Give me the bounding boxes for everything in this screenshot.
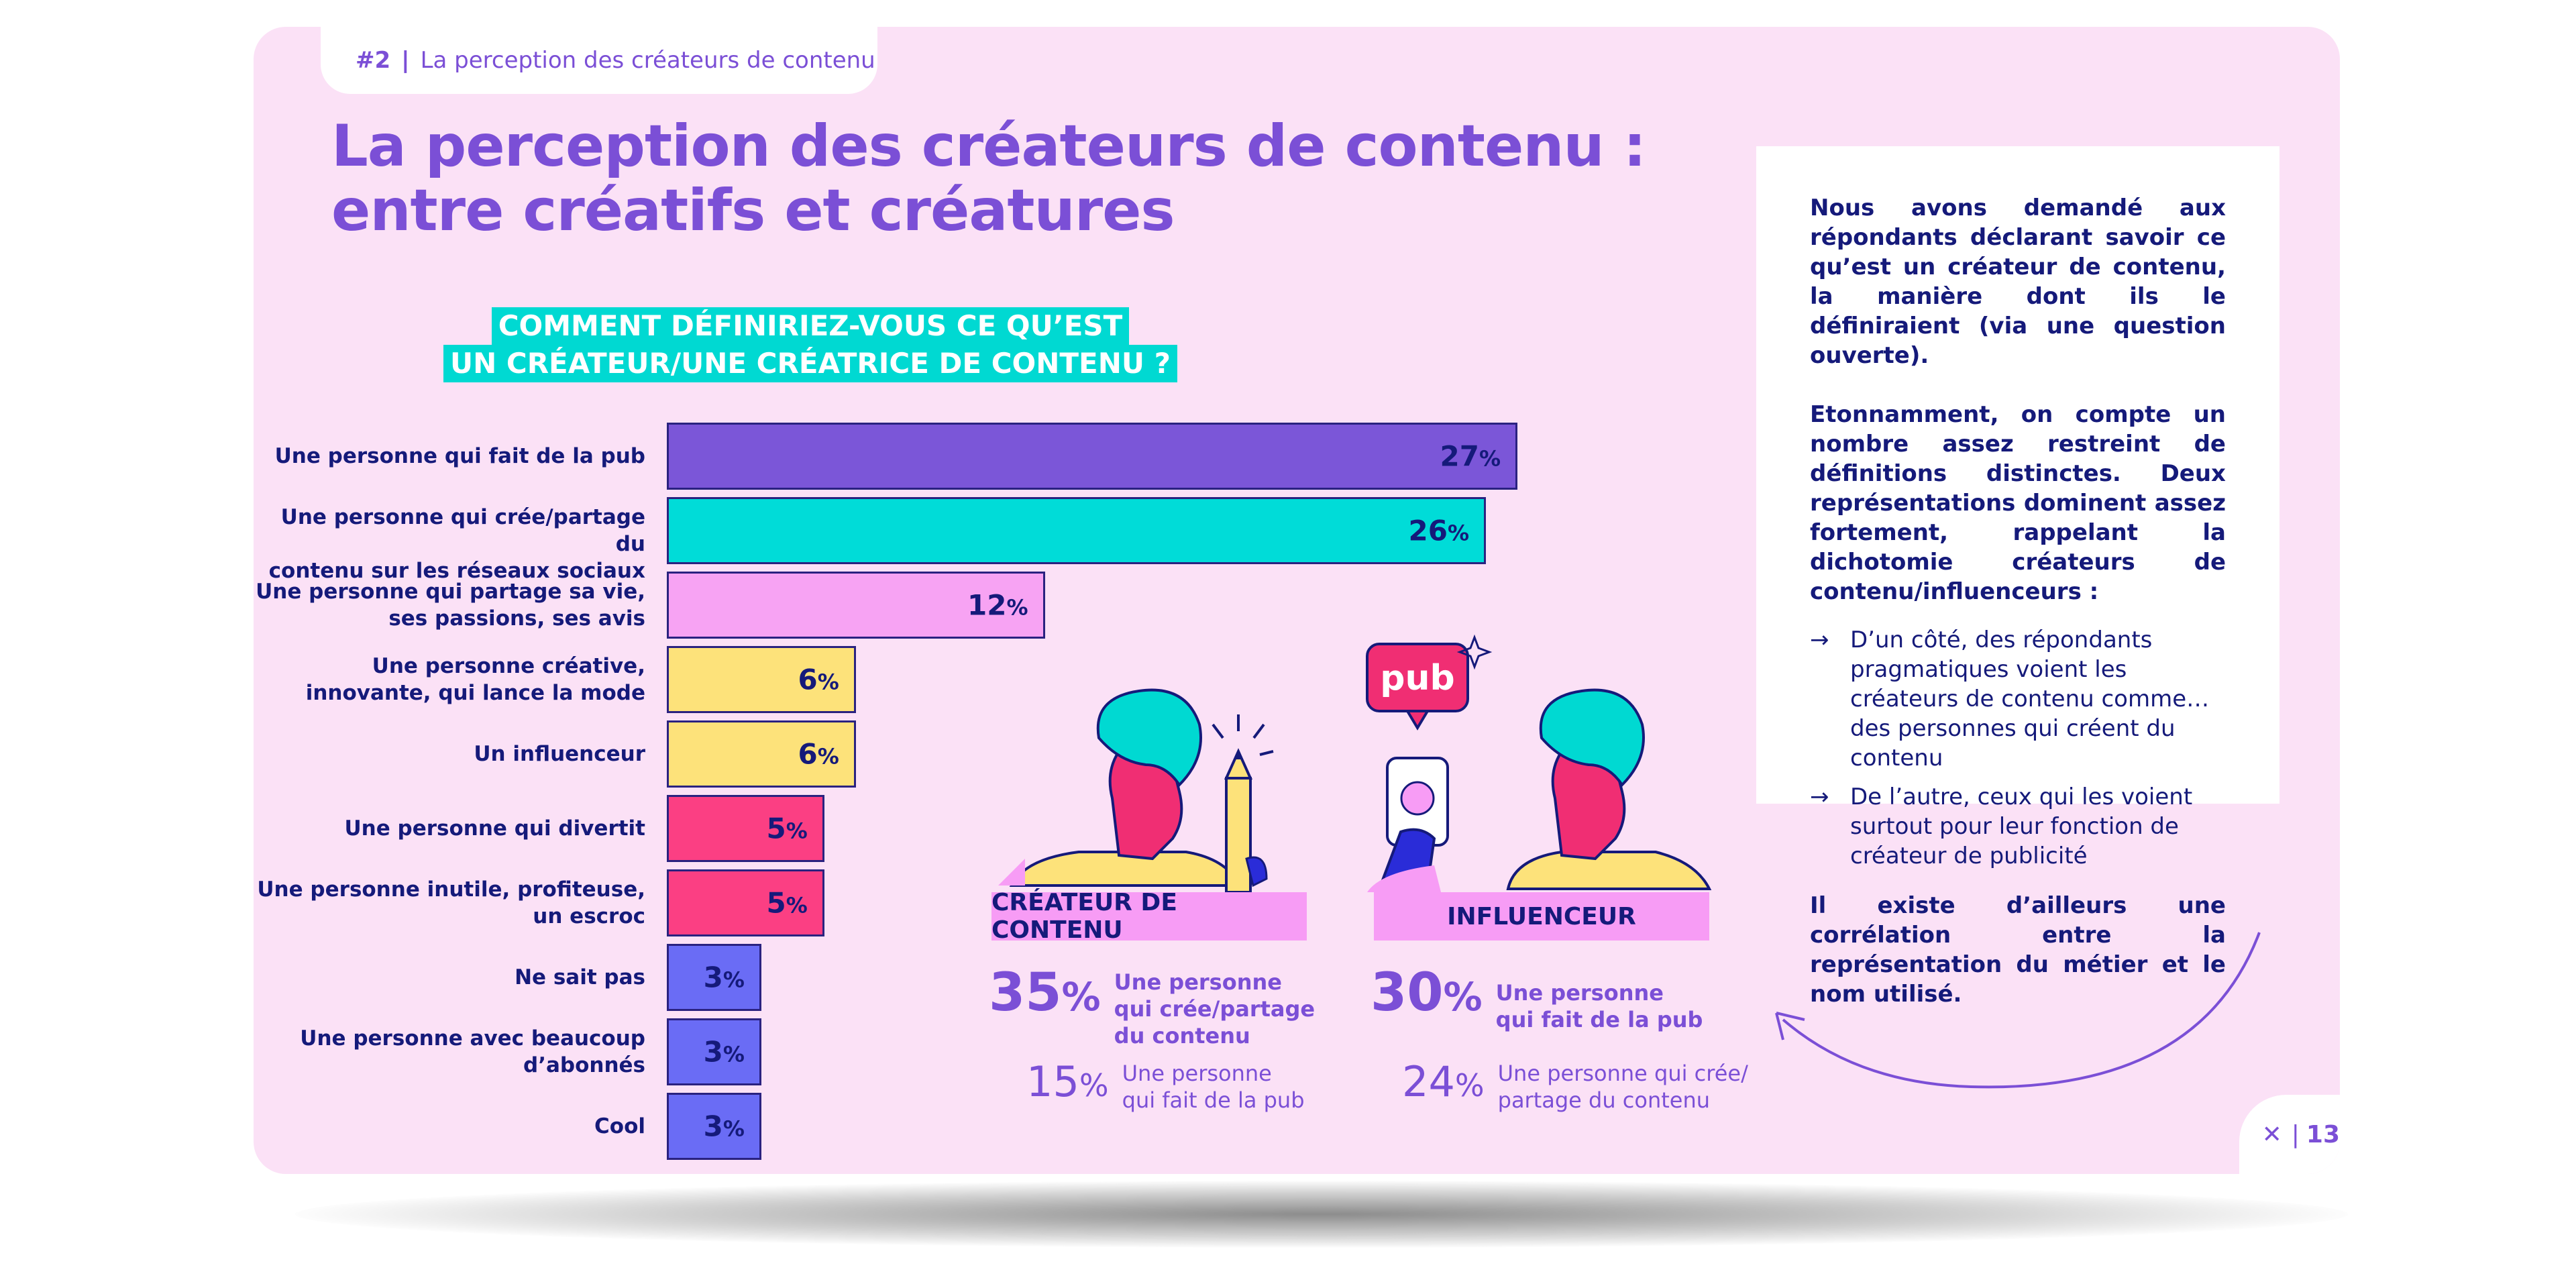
bar-label: Un influenceur xyxy=(474,742,645,766)
bar: 5% xyxy=(667,795,824,862)
title-line-2: entre créatifs et créatures xyxy=(331,177,1175,244)
question-line-2: UN CRÉATEUR/UNE CRÉATRICE DE CONTENU ? xyxy=(443,345,1177,382)
title-line-1: La perception des créateurs de contenu : xyxy=(331,113,1646,180)
creator-main-stat: 35% Une personne qui crée/partage du con… xyxy=(989,966,1315,1049)
explanation-list: → D’un côté, des répondants pragmatiques… xyxy=(1810,625,2226,871)
explanation-para-3: Il existe d’ailleurs une corrélation ent… xyxy=(1810,892,2226,1008)
bar: 6% xyxy=(667,720,856,788)
page-shadow xyxy=(295,1181,2348,1248)
bar-value-label: 12% xyxy=(967,588,1028,622)
question-line-1: COMMENT DÉFINIRIEZ-VOUS CE QU’EST xyxy=(491,307,1130,345)
page-separator: | xyxy=(2291,1120,2300,1148)
bar: 26% xyxy=(667,497,1487,564)
bar: 5% xyxy=(667,869,824,936)
influencer-main-stat: 30% Une personne qui fait de la pub xyxy=(1371,966,1703,1033)
bar-value-label: 26% xyxy=(1408,514,1470,547)
explanation-bullet-1: → D’un côté, des répondants pragmatiques… xyxy=(1810,627,2210,771)
influencer-illustration: pub xyxy=(1366,634,1712,892)
influencer-main-value: 30% xyxy=(1371,963,1483,1023)
chart-question: COMMENT DÉFINIRIEZ-VOUS CE QU’EST UN CRÉ… xyxy=(388,307,1233,382)
page-card: #2 | La perception des créateurs de cont… xyxy=(254,27,2340,1174)
influencer-secondary-stat: 24% Une personne qui crée/ partage du co… xyxy=(1402,1060,1748,1114)
bar-label: Une personne qui divertit xyxy=(344,816,645,841)
bar-label: Une personne inutile, profiteuse, un escr… xyxy=(257,877,645,928)
explanation-para-1: Nous avons demandé aux répondants déclar… xyxy=(1810,195,2226,369)
influencer-secondary-value: 24% xyxy=(1402,1057,1485,1106)
creator-secondary-value: 15% xyxy=(1026,1057,1109,1106)
bar: 12% xyxy=(667,572,1045,639)
bar-value-label: 3% xyxy=(703,1110,745,1143)
section-tab: #2 | La perception des créateurs de cont… xyxy=(321,27,877,94)
creator-main-value: 35% xyxy=(989,963,1101,1023)
creator-main-text: Une personne qui crée/partage du contenu xyxy=(1114,969,1316,1049)
influencer-label: INFLUENCEUR xyxy=(1374,892,1709,941)
explanation-box: Nous avons demandé aux répondants déclar… xyxy=(1756,146,2279,1008)
arrow-right-icon: → xyxy=(1810,627,1829,653)
bar: 6% xyxy=(667,646,856,713)
bar-value-label: 3% xyxy=(703,961,745,994)
bar: 3% xyxy=(667,944,761,1011)
bar-value-label: 5% xyxy=(766,812,808,845)
bar-value-label: 6% xyxy=(798,663,839,696)
bar-label: Une personne créative, innovante, qui lan… xyxy=(305,654,645,705)
bar-label: Ne sait pas xyxy=(515,965,645,989)
bar-value-label: 3% xyxy=(703,1035,745,1069)
explanation-para-2: Etonnamment, on compte un nombre assez r… xyxy=(1810,401,2226,605)
bar-value-label: 6% xyxy=(798,737,839,771)
page-number-badge: ✕ | 13 xyxy=(2239,1095,2340,1174)
arrow-right-icon: → xyxy=(1810,784,1829,810)
creator-secondary-stat: 15% Une personne qui fait de la pub xyxy=(1026,1060,1305,1114)
section-number: #2 xyxy=(356,47,391,74)
creator-label: CRÉATEUR DE CONTENU xyxy=(991,889,1307,944)
bar-value-label: 5% xyxy=(766,886,808,920)
page-title: La perception des créateurs de contenu :… xyxy=(331,114,1646,243)
bar: 27% xyxy=(667,423,1517,490)
section-separator: | xyxy=(401,47,410,74)
bar-label: Une personne avec beaucoup d’abonnés xyxy=(300,1026,645,1077)
section-title: La perception des créateurs de contenu xyxy=(420,47,875,74)
bar: 3% xyxy=(667,1018,761,1085)
bar-label: Cool xyxy=(594,1114,645,1138)
page-number: 13 xyxy=(2306,1120,2340,1148)
pub-sign-text: pub xyxy=(1380,658,1454,698)
influencer-main-text: Une personne qui fait de la pub xyxy=(1495,980,1703,1032)
bar-value-label: 27% xyxy=(1440,439,1501,473)
creator-secondary-text: Une personne qui fait de la pub xyxy=(1122,1061,1305,1113)
creator-illustration xyxy=(998,688,1274,894)
bar-label: Une personne qui fait de la pub xyxy=(274,444,645,468)
bar: 3% xyxy=(667,1093,761,1160)
brand-logo-icon: ✕ xyxy=(2261,1120,2282,1148)
bar-label: Une personne qui partage sa vie, ses pass… xyxy=(256,580,645,631)
explanation-bullet-2: → De l’autre, ceux qui les voient surtou… xyxy=(1810,784,2193,869)
bar-label: Une personne qui crée/partage du contenu … xyxy=(268,505,645,583)
influencer-secondary-text: Une personne qui crée/ partage du conten… xyxy=(1497,1061,1748,1113)
connector-arrow xyxy=(1775,932,2261,1089)
